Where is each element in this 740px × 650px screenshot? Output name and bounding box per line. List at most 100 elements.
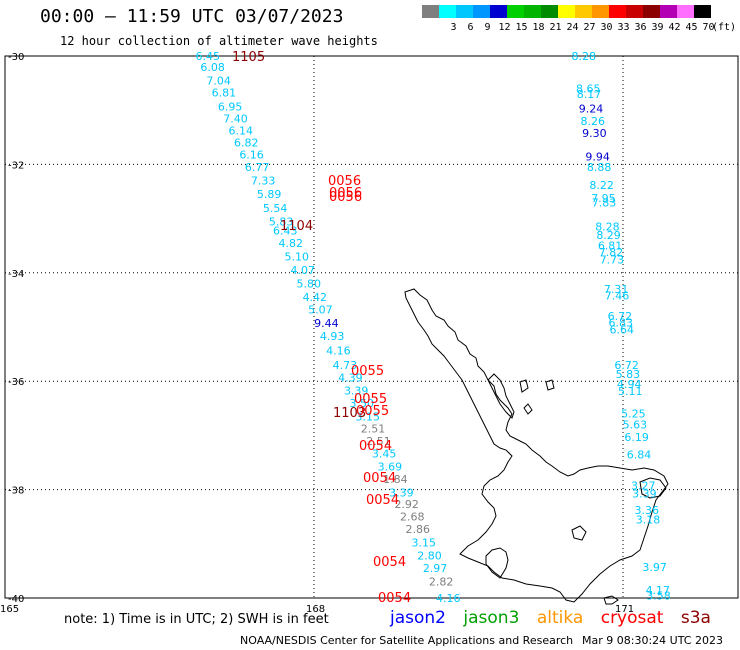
pass-time: 0054 <box>378 591 411 606</box>
pass-time: 0055 <box>356 404 389 419</box>
lat-tick-label: -34 <box>8 269 24 280</box>
swh-value: 3.50 <box>349 397 374 410</box>
cryosat-track: 6.456.087.046.816.957.406.146.826.166.77… <box>196 50 461 605</box>
chart-subtitle: 12 hour collection of altimeter wave hei… <box>60 34 378 48</box>
swh-value: 3.39 <box>389 486 414 499</box>
swh-value: 4.42 <box>303 291 328 304</box>
swh-value: 3.39 <box>632 487 657 500</box>
swh-value: 6.72 <box>608 310 633 323</box>
swh-value: 4.73 <box>333 359 358 372</box>
sat-altika: altika <box>536 608 584 628</box>
legend-label: 21 <box>549 22 562 33</box>
pass-time: 1105 <box>232 50 265 65</box>
swh-value: 5.10 <box>285 251 310 264</box>
legend-label: 45 <box>685 22 698 33</box>
swh-value: 5.54 <box>263 202 288 215</box>
swh-value: 5.25 <box>621 408 646 421</box>
swh-value: 7.04 <box>206 74 231 87</box>
east-cape-outline <box>639 477 667 499</box>
swh-value: 8.65 <box>576 83 601 96</box>
swh-value: 4.93 <box>320 330 345 343</box>
swh-value: 3.15 <box>355 410 380 423</box>
swh-value: 6.43 <box>273 225 298 238</box>
credit-line: NOAA/NESDIS Center for Satellite Applica… <box>240 634 574 647</box>
swh-value: 3.15 <box>412 537 437 550</box>
swh-value: 5.07 <box>308 304 333 317</box>
jason3-track: 8.28 8.658.17 9.248.269.30 9.948.88 8.227.95… <box>572 50 671 602</box>
pass-time-labels: 1105110411030056005600560055005500550054… <box>232 50 411 606</box>
swh-value: 8.29 <box>596 229 621 242</box>
lat-tick-label: -36 <box>8 377 24 388</box>
swh-value: 8.26 <box>581 115 606 128</box>
legend-swatch <box>694 5 712 18</box>
swh-value: 7.83 <box>592 196 617 209</box>
pass-time: 0056 <box>329 186 362 201</box>
swh-value: 2.86 <box>406 523 431 536</box>
swh-value: 6.84 <box>627 448 652 461</box>
swh-value: 6.64 <box>609 324 634 337</box>
swh-value: 7.46 <box>605 290 630 303</box>
swh-value: 6.14 <box>228 124 253 137</box>
lake-taupo-outline <box>571 525 587 541</box>
swh-value: 4.82 <box>279 237 304 250</box>
swh-value: 4.07 <box>291 264 316 277</box>
swh-value: 7.95 <box>591 192 616 205</box>
satellite-key: jason2 jason3 altika cryosat s3a <box>390 608 723 628</box>
swh-value: 8.28 <box>572 50 597 63</box>
swh-value: 6.81 <box>598 240 623 253</box>
swh-value: 9.94 <box>585 150 610 163</box>
swh-value: 5.11 <box>618 385 643 398</box>
legend-label: 18 <box>532 22 545 33</box>
swh-value: 4.16 <box>326 344 351 357</box>
legend-label: 24 <box>566 22 579 33</box>
legend-label: 39 <box>651 22 664 33</box>
swh-value: 3.58 <box>646 589 671 602</box>
swh-value: 4.94 <box>617 378 642 391</box>
swh-value: 3.69 <box>378 460 403 473</box>
swh-value: 6.16 <box>239 149 263 162</box>
coromandel-outline <box>487 373 515 419</box>
swh-value: 3.97 <box>642 561 667 574</box>
swh-value: 6.19 <box>624 431 649 444</box>
swh-value: 2.97 <box>423 562 448 575</box>
swh-value: 9.44 <box>314 317 339 330</box>
swh-value: 6.95 <box>218 100 243 113</box>
sat-jason3: jason3 <box>463 608 520 628</box>
legend-label: 6 <box>467 22 474 33</box>
pass-time: 1104 <box>280 219 313 234</box>
swh-value: 7.31 <box>604 283 629 296</box>
legend-label: 12 <box>498 22 511 33</box>
swh-value: 2.51 <box>361 422 386 435</box>
swh-value: 3.45 <box>372 447 397 460</box>
pass-time: 0054 <box>359 439 392 454</box>
taranaki-outline <box>485 547 509 579</box>
swh-value: 4.39 <box>338 371 363 384</box>
swh-value: 3.36 <box>635 504 660 517</box>
pass-time: 1103 <box>333 406 366 421</box>
swh-value: 6.83 <box>608 317 633 330</box>
swh-value: 6.08 <box>200 61 225 74</box>
swh-value: 2.92 <box>394 498 419 511</box>
swh-value: 5.83 <box>616 368 641 381</box>
pass-time: 0056 <box>329 190 362 205</box>
north-island-outline <box>404 288 669 603</box>
new-zealand-coastline <box>404 288 669 605</box>
legend-label: 3 <box>450 22 457 33</box>
swh-value: 5.80 <box>297 278 322 291</box>
swh-value: 2.68 <box>400 511 425 524</box>
legend-label: 36 <box>634 22 647 33</box>
swh-value: 8.88 <box>587 161 612 174</box>
lat-tick-label: -32 <box>8 160 24 171</box>
swh-value: 5.63 <box>623 419 648 432</box>
swh-value: 4.16 <box>436 592 461 605</box>
swh-value: 3.27 <box>631 479 656 492</box>
swh-value: 7.82 <box>599 246 624 259</box>
legend-label: 15 <box>515 22 528 33</box>
swh-value: 5.83 <box>269 215 294 228</box>
swh-value: 4.17 <box>646 584 671 597</box>
pass-time: 0054 <box>366 493 399 508</box>
pass-time: 0056 <box>328 174 361 189</box>
legend-label: 70 <box>702 22 715 33</box>
lon-tick-label: 168 <box>306 604 325 615</box>
